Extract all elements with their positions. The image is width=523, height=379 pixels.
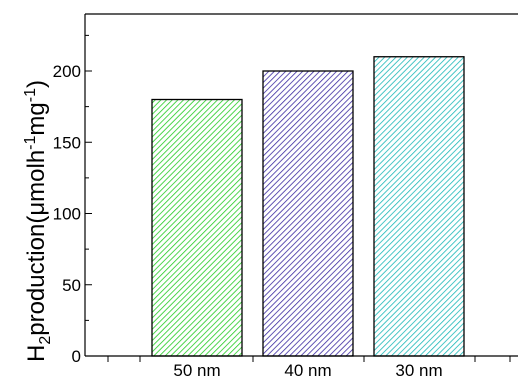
- y-label-mid2: mg: [23, 102, 50, 135]
- x-ticks-group: 50 nm 40 nm 30 nm: [107, 356, 511, 379]
- y-label-h: H: [23, 345, 50, 362]
- y-label-exp1: -1: [22, 136, 39, 150]
- y-label-mid: production(μmolh: [23, 150, 50, 336]
- y-ticks-group: 0 50 100 150 200: [53, 34, 92, 366]
- y-label-end: ): [23, 80, 50, 88]
- bar-40-nm: [262, 70, 354, 357]
- x-tick-label: 40 nm: [284, 361, 331, 379]
- y-tick-label: 0: [72, 347, 81, 366]
- y-tick-label: 100: [53, 205, 81, 224]
- y-tick-label: 50: [62, 276, 81, 295]
- x-tick-label: 50 nm: [173, 361, 220, 379]
- y-tick-label: 150: [53, 133, 81, 152]
- y-tick-label: 200: [53, 62, 81, 81]
- x-tick-label: 30 nm: [395, 361, 442, 379]
- y-axis-label: H2production(μmolh-1mg-1): [22, 80, 54, 362]
- bar-50-nm: [151, 98, 243, 357]
- bar-30-nm: [373, 56, 465, 357]
- y-label-sub: 2: [37, 336, 54, 345]
- y-label-exp2: -1: [22, 88, 39, 102]
- bars-group: [151, 56, 465, 357]
